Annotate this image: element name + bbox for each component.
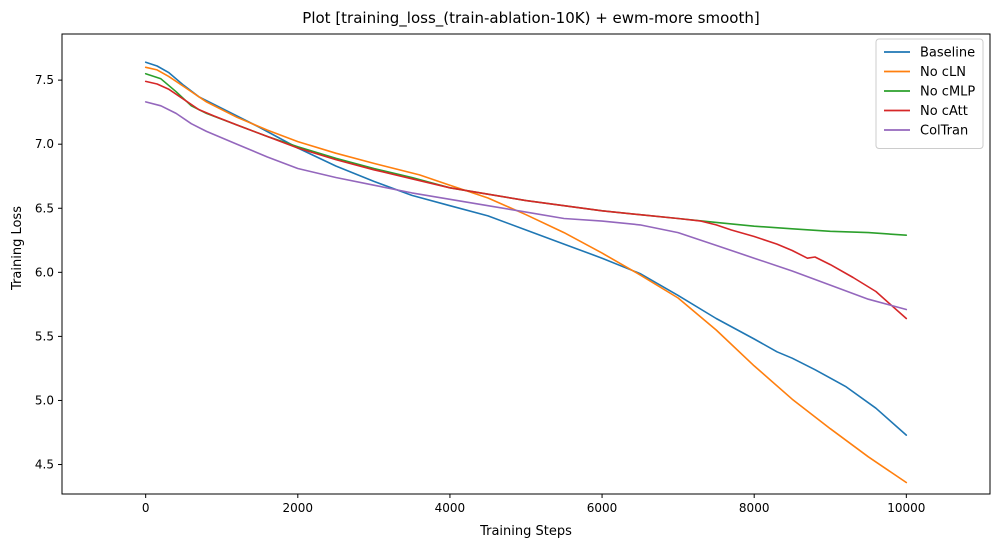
y-tick-label: 6.0 [35,265,54,279]
legend-label: ColTran [920,124,968,139]
legend-label: No cMLP [920,85,975,100]
x-tick-label: 2000 [283,501,314,515]
legend-box [875,38,984,149]
y-tick-label: 6.5 [35,201,54,215]
y-tick-label: 4.5 [35,458,54,472]
series-line-coltran [144,101,908,311]
y-axis-label: Training Loss [10,206,25,291]
x-tick-label: 10000 [887,501,925,515]
x-axis: 0 2000 4000 6000 8000 10000 [142,494,925,515]
y-tick-label: 7.5 [35,73,54,87]
y-tick-label: 5.0 [35,393,54,407]
x-axis-label: Training Steps [479,524,572,539]
x-tick-label: 8000 [739,501,770,515]
x-tick-label: 4000 [435,501,466,515]
y-tick-label: 5.5 [35,329,54,343]
y-axis: 4.5 5.0 5.5 6.0 6.5 7.0 7.5 [35,73,62,472]
legend: Baseline No cLN No cMLP No cAtt ColTran [875,38,984,149]
plot-frame [61,33,991,495]
legend-label: No cAtt [920,104,968,119]
x-tick-label: 0 [142,501,150,515]
series-layer [144,61,908,484]
chart-title: Plot [training_loss_(train-ablation-10K)… [302,9,759,28]
y-tick-label: 7.0 [35,137,54,151]
legend-label: Baseline [920,46,975,61]
x-tick-label: 6000 [587,501,618,515]
legend-label: No cLN [920,65,966,80]
series-line-no-catt [144,80,908,320]
